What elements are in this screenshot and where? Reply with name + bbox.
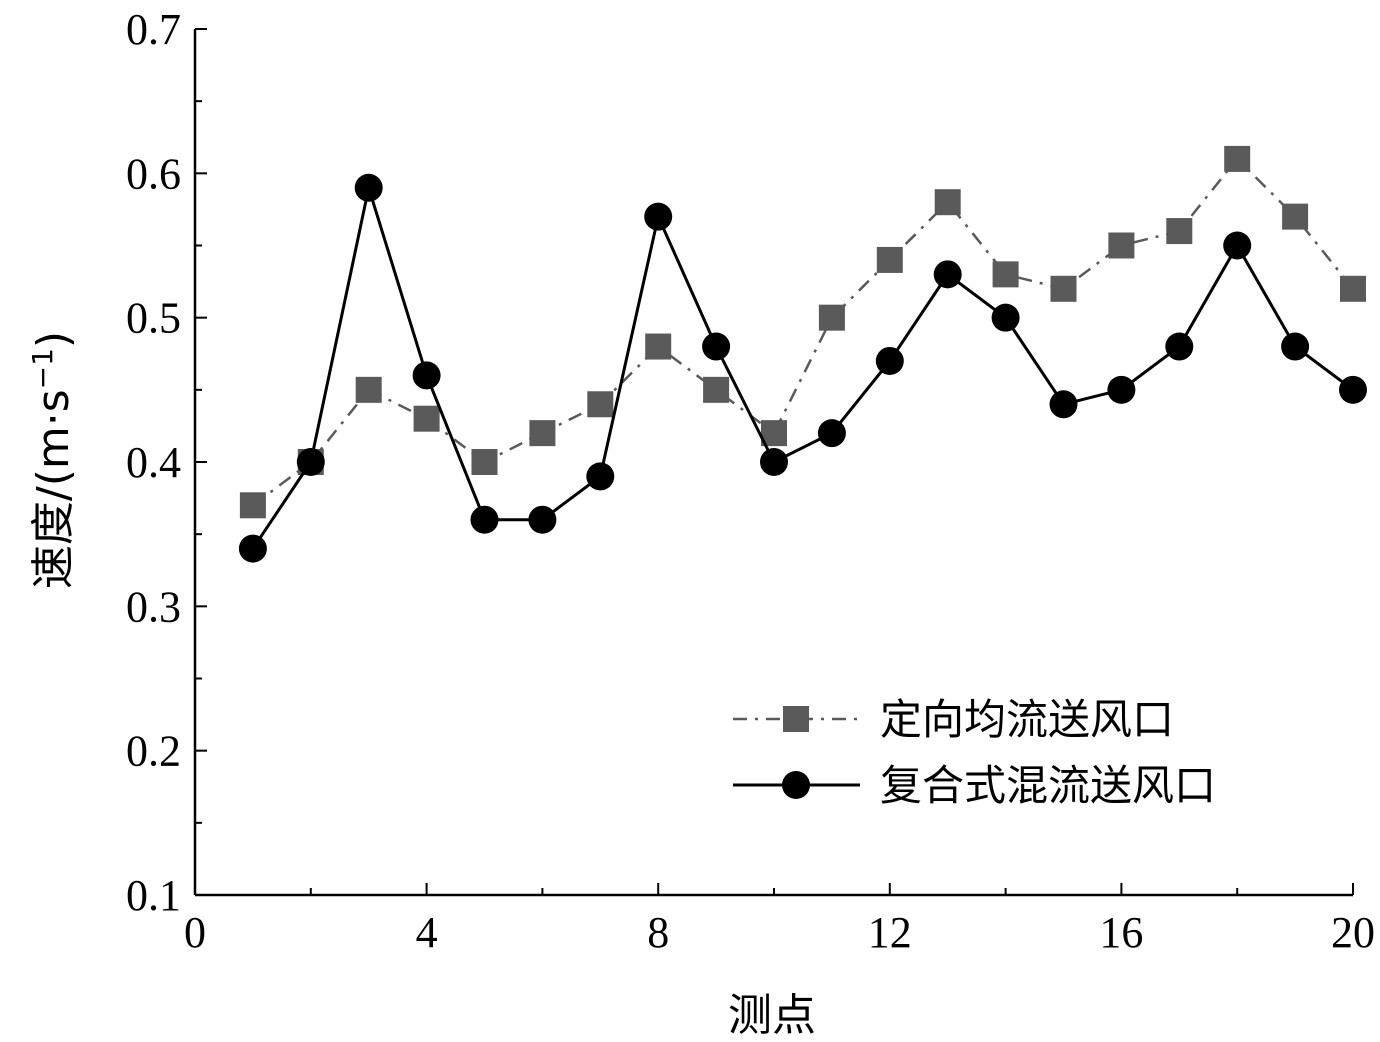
data-point-circle bbox=[296, 448, 325, 476]
data-point-circle bbox=[412, 361, 441, 390]
data-point-circle bbox=[817, 419, 846, 448]
y-axis-title-main: 速度/(m·s bbox=[28, 389, 79, 589]
data-point-square bbox=[1166, 218, 1193, 245]
y-axis-title-close: ) bbox=[28, 331, 79, 348]
data-point-square bbox=[645, 333, 672, 360]
data-point-square bbox=[1340, 275, 1366, 302]
y-axis-title-sup: −1 bbox=[26, 348, 59, 389]
data-point-circle bbox=[586, 462, 615, 491]
data-point-square bbox=[1282, 203, 1309, 230]
y-tick-label: 0.2 bbox=[126, 727, 181, 776]
y-tick-label: 0.1 bbox=[126, 871, 181, 920]
data-point-square bbox=[355, 376, 382, 403]
ticks: 0.1 0.2 0.3 0.4 0.5 0.6 0.7 0 4 8 12 16 20 bbox=[126, 5, 1375, 957]
y-axis-title: 速度/(m·s−1) bbox=[26, 331, 79, 589]
legend-label: 复合式混流送风口 bbox=[880, 761, 1216, 810]
y-tick-label: 0.5 bbox=[126, 294, 181, 343]
data-point-circle bbox=[1049, 390, 1078, 419]
data-point-square bbox=[1108, 232, 1135, 259]
data-point-circle bbox=[470, 505, 499, 534]
series-1 bbox=[239, 145, 1366, 519]
data-point-square bbox=[1050, 275, 1077, 302]
data-point-circle bbox=[528, 505, 557, 534]
data-point-circle bbox=[933, 260, 962, 289]
data-point-square bbox=[703, 376, 730, 403]
data-point-circle bbox=[782, 771, 810, 799]
data-point-square bbox=[239, 492, 266, 519]
x-tick-label: 8 bbox=[647, 908, 669, 957]
x-tick-label: 20 bbox=[1331, 908, 1375, 957]
data-point-square bbox=[471, 449, 498, 475]
y-tick-label: 0.4 bbox=[126, 438, 181, 487]
data-point-square bbox=[413, 405, 440, 432]
legend-item-1: 定向均流送风口 bbox=[733, 695, 1174, 744]
data-point-circle bbox=[238, 534, 267, 563]
data-point-square bbox=[1224, 145, 1251, 172]
y-tick-label: 0.6 bbox=[126, 149, 181, 198]
data-point-circle bbox=[354, 173, 383, 202]
data-point-circle bbox=[1223, 231, 1252, 260]
data-point-circle bbox=[875, 346, 904, 375]
data-point-square bbox=[818, 304, 845, 331]
data-point-square bbox=[876, 246, 903, 273]
data-point-circle bbox=[760, 448, 788, 476]
legend-item-2: 复合式混流送风口 bbox=[733, 761, 1216, 810]
data-point-square bbox=[992, 261, 1019, 288]
data-point-square bbox=[587, 391, 614, 418]
y-tick-label: 0.7 bbox=[126, 5, 181, 54]
data-point-circle bbox=[1281, 332, 1310, 361]
data-point-circle bbox=[644, 202, 673, 231]
data-point-square bbox=[783, 706, 809, 732]
data-point-circle bbox=[702, 332, 731, 361]
x-tick-label: 16 bbox=[1099, 908, 1143, 957]
x-tick-label: 0 bbox=[184, 908, 206, 957]
data-point-circle bbox=[1107, 375, 1136, 404]
x-tick-label: 12 bbox=[868, 908, 912, 957]
y-tick-label: 0.3 bbox=[126, 582, 181, 631]
data-point-circle bbox=[991, 303, 1020, 332]
data-point-square bbox=[934, 189, 961, 216]
data-point-circle bbox=[1165, 332, 1194, 361]
data-point-square bbox=[529, 420, 556, 447]
series-layer bbox=[238, 145, 1367, 563]
x-axis-title: 测点 bbox=[728, 990, 816, 1041]
data-point-circle bbox=[1339, 375, 1367, 404]
x-tick-label: 4 bbox=[416, 908, 438, 957]
series-2 bbox=[238, 173, 1367, 563]
legend-label: 定向均流送风口 bbox=[880, 695, 1174, 744]
